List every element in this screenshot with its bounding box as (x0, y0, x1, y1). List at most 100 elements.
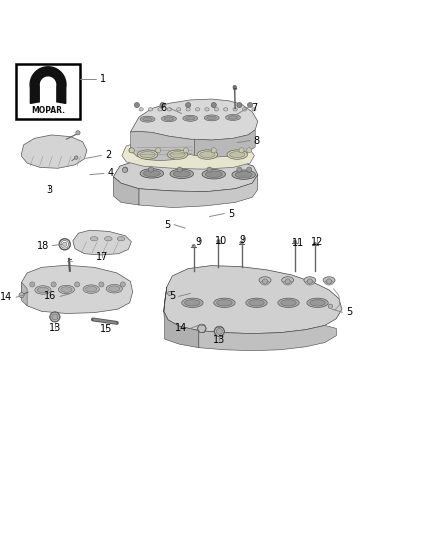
Ellipse shape (177, 108, 181, 111)
Circle shape (155, 148, 161, 153)
Ellipse shape (37, 287, 49, 293)
Ellipse shape (214, 108, 219, 111)
Circle shape (63, 242, 67, 246)
Ellipse shape (61, 287, 72, 292)
Ellipse shape (278, 298, 299, 308)
Polygon shape (139, 175, 258, 207)
Circle shape (123, 167, 128, 172)
Ellipse shape (183, 115, 198, 122)
Ellipse shape (139, 108, 143, 111)
Circle shape (30, 282, 35, 287)
Ellipse shape (195, 108, 200, 111)
Polygon shape (113, 177, 139, 205)
Polygon shape (73, 230, 131, 255)
Ellipse shape (217, 300, 232, 306)
Text: 5: 5 (169, 292, 175, 301)
Ellipse shape (235, 172, 252, 178)
Text: 5: 5 (346, 307, 352, 317)
Ellipse shape (230, 151, 245, 158)
Ellipse shape (228, 116, 238, 119)
Ellipse shape (246, 298, 267, 308)
Polygon shape (194, 130, 255, 157)
Ellipse shape (310, 300, 325, 306)
Ellipse shape (226, 115, 240, 120)
Circle shape (168, 291, 172, 295)
Ellipse shape (204, 115, 219, 121)
Ellipse shape (325, 280, 333, 285)
Ellipse shape (223, 108, 228, 111)
Ellipse shape (140, 116, 155, 122)
Ellipse shape (252, 108, 256, 111)
Polygon shape (131, 99, 258, 140)
Circle shape (307, 279, 312, 284)
Circle shape (129, 148, 134, 153)
Ellipse shape (86, 286, 97, 292)
Circle shape (247, 167, 252, 172)
Polygon shape (21, 282, 27, 306)
Circle shape (237, 167, 242, 172)
Text: 8: 8 (254, 135, 260, 146)
Ellipse shape (167, 108, 172, 111)
Ellipse shape (304, 277, 316, 284)
Ellipse shape (207, 116, 216, 119)
Circle shape (198, 324, 206, 333)
Polygon shape (199, 326, 336, 351)
Polygon shape (131, 132, 194, 160)
Text: 9: 9 (240, 235, 246, 245)
Circle shape (214, 326, 224, 336)
Ellipse shape (186, 117, 195, 120)
Ellipse shape (106, 285, 122, 293)
Ellipse shape (186, 108, 190, 111)
Text: 3: 3 (46, 184, 53, 195)
Ellipse shape (164, 117, 173, 120)
Ellipse shape (182, 298, 203, 308)
Circle shape (184, 148, 189, 153)
Ellipse shape (282, 277, 293, 284)
Text: 18: 18 (37, 240, 49, 251)
Circle shape (51, 282, 56, 287)
Bar (16, 63, 80, 119)
Ellipse shape (90, 237, 98, 241)
Circle shape (160, 102, 165, 108)
Ellipse shape (306, 280, 314, 285)
Circle shape (207, 167, 212, 172)
Circle shape (247, 102, 253, 108)
Ellipse shape (200, 151, 215, 158)
Ellipse shape (283, 280, 292, 285)
Ellipse shape (242, 108, 247, 111)
Circle shape (74, 156, 78, 159)
Ellipse shape (143, 170, 160, 176)
Circle shape (326, 279, 332, 284)
Ellipse shape (323, 277, 335, 284)
Ellipse shape (185, 300, 200, 306)
Ellipse shape (233, 108, 237, 111)
Circle shape (247, 148, 252, 153)
Text: MOPAR.: MOPAR. (31, 106, 65, 115)
Circle shape (134, 102, 139, 108)
Text: 13: 13 (49, 323, 61, 333)
Ellipse shape (214, 298, 235, 308)
Circle shape (239, 148, 244, 153)
Circle shape (120, 282, 125, 287)
Circle shape (192, 244, 195, 248)
Text: 10: 10 (215, 236, 228, 246)
Ellipse shape (138, 150, 158, 159)
Circle shape (122, 167, 127, 173)
Ellipse shape (109, 286, 120, 292)
Polygon shape (113, 156, 258, 192)
Ellipse shape (261, 280, 269, 285)
Ellipse shape (58, 285, 74, 294)
Ellipse shape (259, 277, 271, 284)
Ellipse shape (232, 170, 255, 180)
Ellipse shape (143, 117, 152, 121)
Circle shape (240, 241, 243, 244)
Text: 1: 1 (100, 75, 106, 84)
Text: 2: 2 (105, 150, 111, 160)
Circle shape (216, 328, 223, 334)
Circle shape (285, 279, 290, 284)
Ellipse shape (249, 300, 264, 306)
Text: 17: 17 (95, 252, 108, 262)
Circle shape (237, 102, 242, 108)
Circle shape (233, 85, 237, 89)
Circle shape (99, 282, 104, 287)
